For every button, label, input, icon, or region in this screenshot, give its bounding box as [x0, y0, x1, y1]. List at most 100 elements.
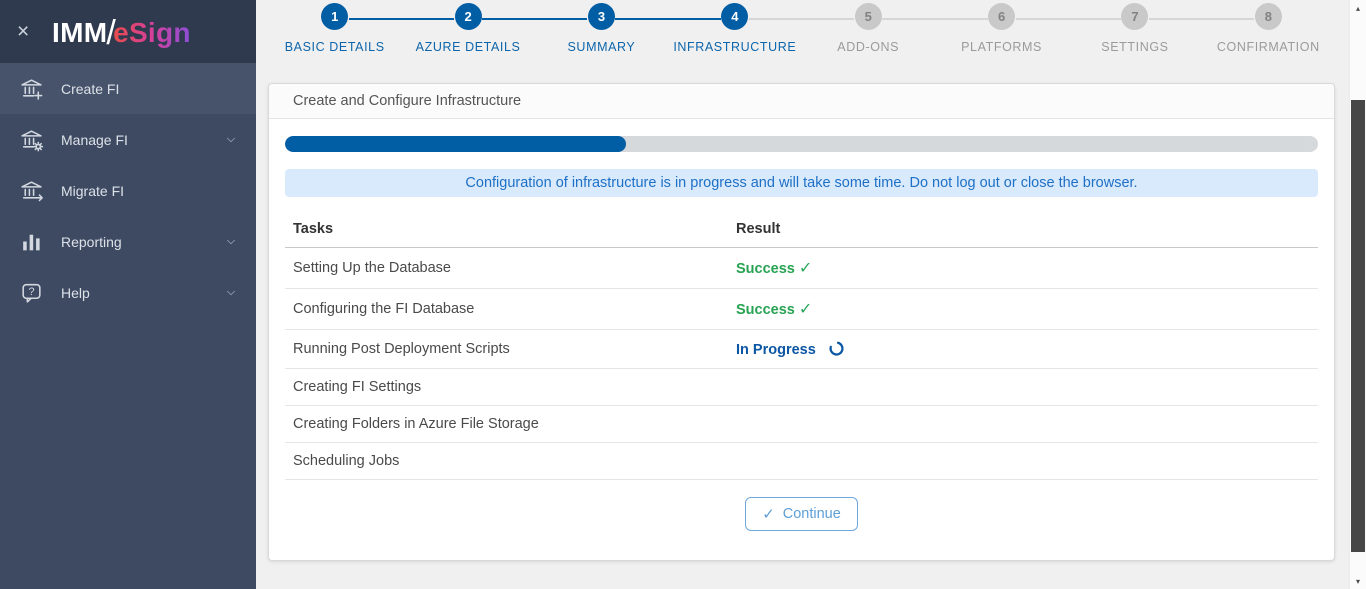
logo-slash: /: [106, 14, 117, 52]
step-connector: [1015, 18, 1069, 20]
step-settings[interactable]: 7 SETTINGS: [1068, 3, 1202, 70]
result-cell: Success ✓: [728, 247, 1318, 289]
bank-arrow-icon: [19, 178, 44, 203]
step-number: 7: [1121, 3, 1149, 30]
sidebar-item-help[interactable]: ? Help: [0, 267, 256, 318]
step-connector: [801, 18, 855, 20]
step-number: 1: [321, 3, 349, 30]
sidebar-item-label: Reporting: [61, 233, 122, 250]
step-number: 3: [587, 3, 615, 30]
step-connector: [934, 18, 988, 20]
sidebar-nav: Create FI Manage FI Migrate FI Reporting? He…: [0, 63, 256, 318]
step-label: CONFIRMATION: [1216, 40, 1320, 54]
step-label: SUMMARY: [567, 40, 636, 54]
sidebar-item-label: Create FI: [61, 80, 120, 97]
sidebar-item-reporting[interactable]: Reporting: [0, 216, 256, 267]
sidebar-item-manage-fi[interactable]: Manage FI: [0, 114, 256, 165]
tasks-table: Tasks Result Setting Up the Database Succ…: [285, 211, 1318, 480]
sidebar-item-label: Help: [61, 284, 90, 301]
step-connector: [882, 18, 935, 20]
bank-plus-icon: [19, 76, 44, 101]
check-icon: ✓: [798, 260, 813, 277]
result-cell: Success ✓: [728, 288, 1318, 330]
continue-button-label: Continue: [782, 506, 841, 522]
step-number: 8: [1254, 3, 1282, 30]
panel-title: Create and Configure Infrastructure: [293, 93, 522, 109]
step-number: 6: [988, 3, 1016, 30]
step-label: BASIC DETAILS: [284, 40, 385, 54]
step-label: ADD-ONS: [837, 40, 900, 54]
step-connector: [401, 18, 455, 20]
spinner-icon: [829, 341, 844, 356]
table-row: Creating Folders in Azure File Storage: [285, 405, 1318, 443]
task-cell: Scheduling Jobs: [285, 442, 728, 480]
close-icon[interactable]: ×: [17, 20, 30, 43]
scrollbar-down-icon[interactable]: ▾: [1355, 576, 1360, 586]
scrollbar-thumb[interactable]: [1351, 100, 1365, 552]
result-column-header: Result: [728, 211, 1318, 248]
step-confirmation[interactable]: 8 CONFIRMATION: [1201, 3, 1335, 70]
step-number: 2: [454, 3, 482, 30]
continue-button[interactable]: ✓ Continue: [745, 497, 858, 531]
step-summary[interactable]: 3 SUMMARY: [534, 3, 669, 70]
table-row: Setting Up the Database Success ✓: [285, 247, 1318, 289]
step-platforms[interactable]: 6 PLATFORMS: [934, 3, 1069, 70]
step-connector: [615, 18, 669, 20]
result-cell: [728, 368, 1318, 406]
check-icon: ✓: [798, 301, 813, 318]
step-add-ons[interactable]: 5 ADD-ONS: [801, 3, 935, 70]
result-cell: [728, 405, 1318, 443]
step-connector: [348, 18, 402, 20]
progress-bar-fill: [285, 136, 626, 152]
svg-text:?: ?: [28, 286, 34, 298]
table-row: Configuring the FI Database Success ✓: [285, 288, 1318, 330]
infrastructure-panel: Create and Configure Infrastructure Conf…: [268, 83, 1335, 561]
sidebar-header: × IMM / eSign: [0, 0, 256, 63]
main-content: 1 BASIC DETAILS 2 AZURE DETAILS 3 SUMMARY 4 INF…: [256, 0, 1366, 589]
step-label: SETTINGS: [1101, 40, 1169, 54]
step-connector: [1068, 18, 1121, 20]
step-label: AZURE DETAILS: [415, 40, 521, 54]
check-icon: ✓: [762, 506, 775, 523]
sidebar: × IMM / eSign Create FI Manage FI Migrate …: [0, 0, 256, 589]
step-connector: [748, 18, 802, 20]
bar-chart-icon: [19, 229, 44, 254]
logo-esign: eSign: [113, 17, 191, 48]
panel-actions: ✓ Continue: [285, 497, 1318, 531]
step-number: 4: [721, 3, 749, 30]
chevron-down-icon: [224, 235, 238, 249]
tasks-column-header: Tasks: [285, 211, 728, 248]
wizard-stepper: 1 BASIC DETAILS 2 AZURE DETAILS 3 SUMMARY 4 INF…: [268, 0, 1335, 70]
progress-bar: [285, 136, 1318, 152]
step-basic-details[interactable]: 1 BASIC DETAILS: [268, 3, 402, 70]
panel-body: Configuration of infrastructure is in pr…: [269, 119, 1334, 548]
logo-imm: IMM: [52, 17, 108, 48]
progress-alert: Configuration of infrastructure is in pr…: [285, 169, 1318, 197]
step-connector: [1201, 18, 1255, 20]
step-infrastructure[interactable]: 4 INFRASTRUCTURE: [668, 3, 802, 70]
chevron-down-icon: [224, 133, 238, 147]
sidebar-item-label: Manage FI: [61, 131, 128, 148]
help-bubble-icon: ?: [19, 280, 44, 305]
step-label: INFRASTRUCTURE: [673, 40, 797, 54]
vertical-scrollbar: ▴ ▾: [1349, 0, 1366, 589]
app-logo: IMM / eSign: [52, 12, 191, 52]
scrollbar-up-icon[interactable]: ▴: [1355, 3, 1360, 13]
step-azure-details[interactable]: 2 AZURE DETAILS: [401, 3, 535, 70]
table-header-row: Tasks Result: [285, 211, 1318, 248]
task-cell: Running Post Deployment Scripts: [285, 329, 728, 369]
step-connector: [534, 18, 588, 20]
sidebar-item-create-fi[interactable]: Create FI: [0, 63, 256, 114]
task-cell: Setting Up the Database: [285, 247, 728, 289]
sidebar-item-label: Migrate FI: [61, 182, 125, 199]
sidebar-item-migrate-fi[interactable]: Migrate FI: [0, 165, 256, 216]
table-row: Creating FI Settings: [285, 368, 1318, 406]
panel-header: Create and Configure Infrastructure: [269, 84, 1334, 119]
table-row: Scheduling Jobs: [285, 442, 1318, 480]
result-cell: In Progress: [728, 329, 1318, 369]
task-cell: Creating Folders in Azure File Storage: [285, 405, 728, 443]
task-cell: Configuring the FI Database: [285, 288, 728, 330]
step-connector: [1148, 18, 1202, 20]
result-cell: [728, 442, 1318, 480]
